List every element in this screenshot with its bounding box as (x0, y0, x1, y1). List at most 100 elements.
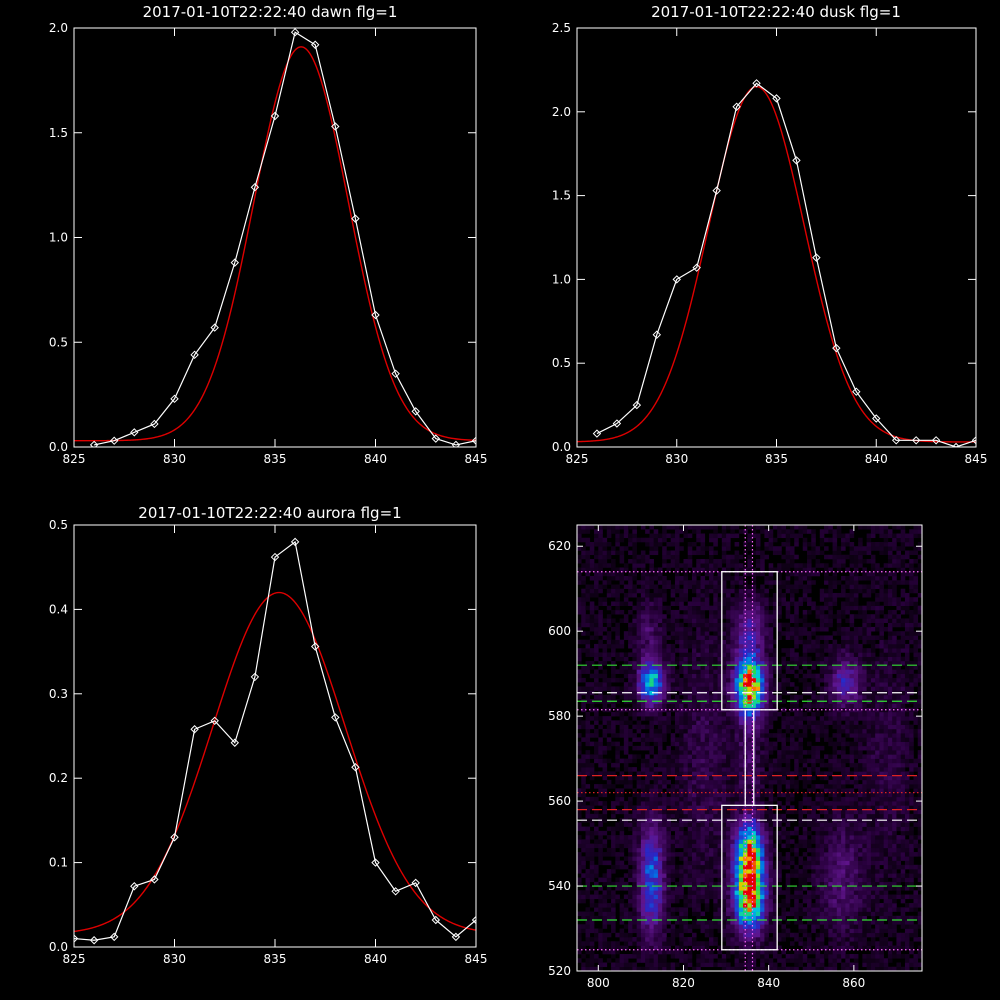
heatmap-cell (819, 694, 825, 700)
heatmap-cell (687, 703, 693, 708)
heatmap-cell (700, 949, 706, 955)
heatmap-cell (696, 720, 701, 725)
heatmap-cell (683, 677, 689, 683)
heatmap-cell (798, 771, 804, 776)
heatmap-cell (649, 716, 654, 721)
heatmap-cell (802, 852, 808, 857)
heatmap-cell (683, 835, 689, 840)
heatmap-cell (815, 898, 821, 904)
heatmap-cell (802, 941, 808, 946)
heatmap-cell (883, 881, 889, 887)
heatmap-cell (879, 941, 884, 946)
heatmap-cell (636, 877, 642, 883)
heatmap-cell (883, 694, 889, 700)
heatmap-cell (653, 686, 659, 691)
heatmap-cell (832, 962, 838, 968)
heatmap-cell (870, 877, 876, 883)
aurora-x-tick-label: 830 (163, 952, 186, 966)
heatmap-cell (802, 894, 808, 900)
heatmap-cell (755, 677, 761, 683)
heatmap-cell (709, 703, 714, 708)
heatmap-cell (679, 949, 684, 955)
heatmap-cell (726, 937, 731, 942)
heatmap-cell (832, 703, 838, 708)
heatmap-cell (636, 809, 642, 815)
heatmap-cell (598, 928, 603, 934)
heatmap-cell (781, 962, 786, 968)
heatmap-cell (598, 843, 603, 849)
heatmap-cell (721, 805, 727, 810)
aurora-x-tick-label: 835 (264, 952, 287, 966)
heatmap-cell (632, 788, 637, 793)
heatmap-cell (866, 873, 872, 878)
heatmap-cell (619, 771, 625, 776)
heatmap-cell (768, 792, 774, 798)
heatmap-cell (743, 673, 748, 679)
heatmap-cell (662, 767, 667, 772)
heatmap-cell (862, 928, 867, 934)
heatmap-cell (683, 822, 689, 827)
heatmap-cell (747, 758, 752, 764)
heatmap-cell (824, 847, 829, 853)
heatmap-cell (585, 966, 591, 971)
heatmap-cell (772, 920, 778, 925)
heatmap-cell (721, 775, 727, 781)
heatmap-cell (849, 826, 855, 832)
heatmap-cell (781, 741, 786, 747)
heatmap-cell (896, 733, 901, 738)
heatmap-cell (849, 792, 855, 798)
heatmap-cell (670, 813, 676, 819)
heatmap-cell (764, 792, 769, 798)
heatmap-cell (679, 733, 684, 738)
heatmap-cell (866, 941, 872, 946)
heatmap-cell (841, 860, 846, 866)
heatmap-cell (687, 860, 693, 866)
heatmap-cell (666, 945, 671, 951)
heatmap-cell (883, 890, 889, 895)
heatmap-cell (755, 673, 761, 679)
heatmap-cell (760, 835, 765, 840)
heatmap-cell (700, 860, 706, 866)
heatmap-cell (653, 903, 659, 908)
heatmap-cell (875, 932, 880, 938)
spectrogram-image (577, 525, 922, 971)
heatmap-cell (870, 784, 876, 789)
heatmap-cell (726, 856, 731, 861)
heatmap-cell (645, 966, 650, 971)
heatmap-cell (666, 805, 671, 810)
heatmap-cell (700, 894, 706, 900)
heatmap-cell (679, 864, 684, 870)
heatmap-cell (755, 733, 761, 738)
heatmap-cell (653, 711, 659, 717)
heatmap-cell (726, 847, 731, 853)
heatmap-cell (683, 741, 689, 747)
heatmap-cell (849, 813, 855, 819)
heatmap-cell (815, 784, 821, 789)
dawn-x-tick-label: 830 (163, 452, 186, 466)
heatmap-cell (721, 898, 727, 904)
heatmap-cell (670, 890, 676, 895)
heatmap-cell (883, 898, 889, 904)
heatmap-cell (738, 894, 744, 900)
heatmap-cell (755, 826, 761, 832)
heatmap-cell (692, 937, 697, 942)
heatmap-cell (662, 856, 667, 861)
heatmap-cell (721, 771, 727, 776)
heatmap-cell (726, 686, 731, 691)
heatmap-cell (909, 847, 914, 853)
heatmap-cell (785, 856, 791, 861)
heatmap-cell (781, 966, 786, 971)
heatmap-cell (917, 818, 922, 823)
heatmap-cell (858, 741, 863, 747)
heatmap-cell (875, 677, 880, 683)
heatmap-cell (662, 754, 667, 759)
heatmap-cell (879, 962, 884, 968)
heatmap-cell (704, 673, 710, 679)
heatmap-cell (777, 673, 782, 679)
heatmap-cell (913, 682, 919, 687)
heatmap-cell (845, 954, 850, 959)
heatmap-cell (683, 771, 689, 776)
heatmap-cell (611, 801, 616, 806)
heatmap-cell (717, 728, 723, 734)
heatmap-cell (815, 754, 821, 759)
